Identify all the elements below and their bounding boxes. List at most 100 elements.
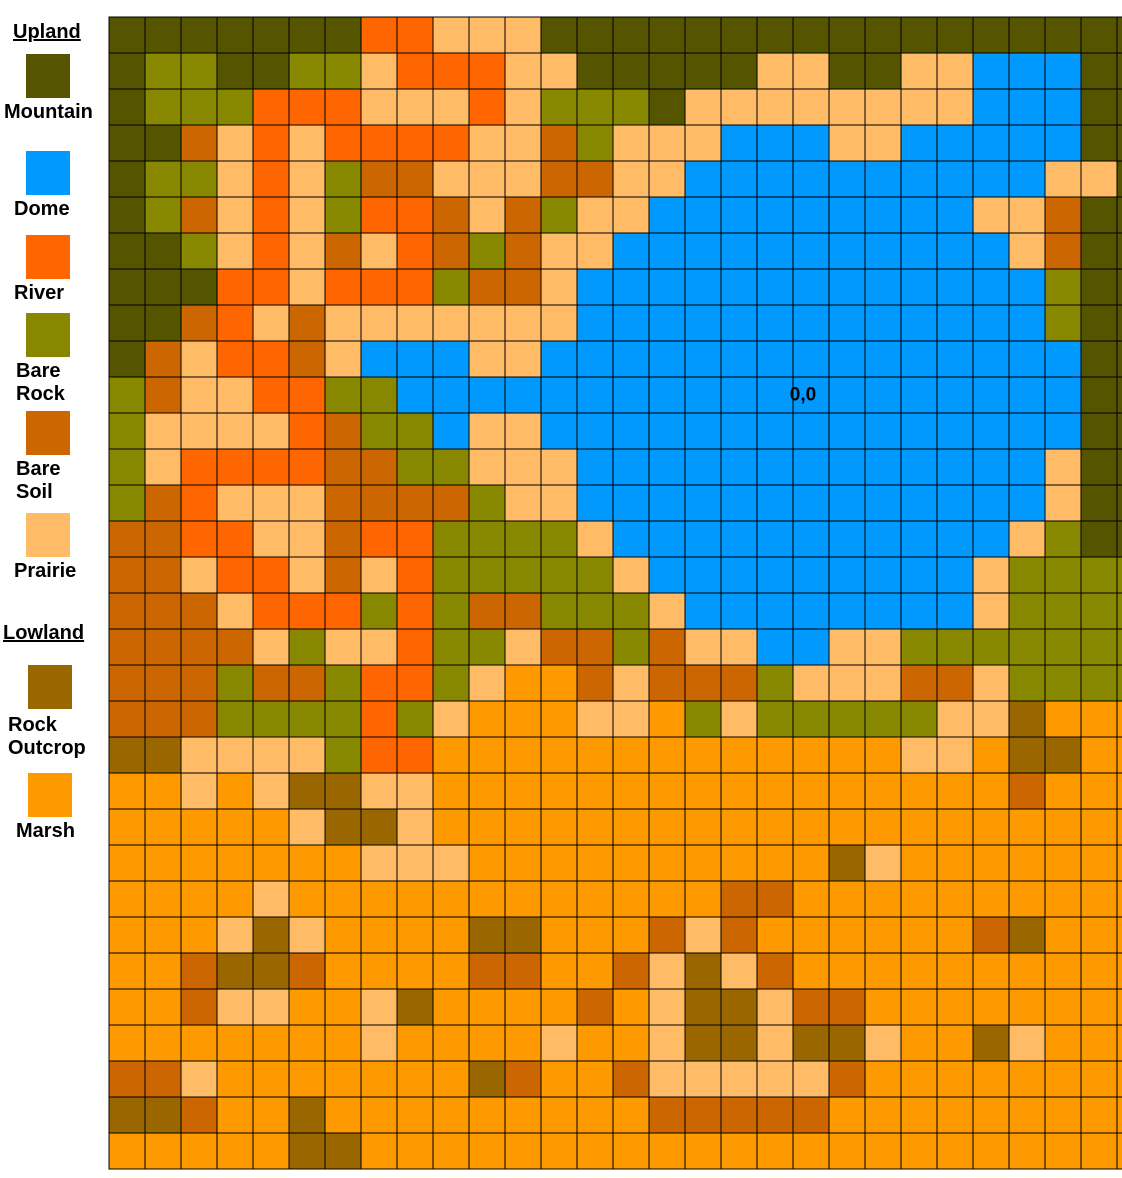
grid-cell-marsh xyxy=(612,1096,650,1134)
grid-cell-dome xyxy=(900,304,938,342)
grid-cell-mountain xyxy=(1116,232,1122,270)
grid-cell-dome xyxy=(972,340,1010,378)
grid-cell-bare-rock xyxy=(180,232,218,270)
grid-cell-marsh xyxy=(900,988,938,1026)
grid-cell-bare-rock xyxy=(1044,520,1082,558)
grid-cell-dome xyxy=(828,376,866,414)
grid-cell-river xyxy=(396,124,434,162)
grid-cell-dome xyxy=(612,232,650,270)
grid-cell-dome xyxy=(648,196,686,234)
grid-cell-prairie xyxy=(288,232,326,270)
grid-cell-dome xyxy=(936,268,974,306)
grid-cell-dome xyxy=(864,484,902,522)
grid-cell-river xyxy=(252,592,290,630)
grid-cell-dome xyxy=(792,196,830,234)
grid-cell-river xyxy=(180,520,218,558)
grid-cell-marsh xyxy=(720,844,758,882)
grid-cell-dome xyxy=(936,124,974,162)
grid-cell-marsh xyxy=(1080,1060,1118,1098)
grid-cell-marsh xyxy=(864,952,902,990)
grid-cell-bare-soil xyxy=(504,268,542,306)
grid-cell-bare-soil xyxy=(540,124,578,162)
grid-cell-mountain xyxy=(1080,304,1118,342)
grid-cell-bare-soil xyxy=(936,664,974,702)
grid-cell-prairie xyxy=(396,772,434,810)
grid-cell-mountain xyxy=(1116,52,1122,90)
grid-cell-bare-rock xyxy=(1116,592,1122,630)
grid-cell-marsh xyxy=(540,1132,578,1170)
grid-cell-rock-outcrop xyxy=(720,988,758,1026)
grid-cell-mountain xyxy=(900,16,938,54)
grid-cell-dome xyxy=(720,232,758,270)
grid-cell-dome xyxy=(432,376,470,414)
grid-cell-dome xyxy=(936,520,974,558)
grid-cell-prairie xyxy=(540,304,578,342)
grid-cell-prairie xyxy=(864,664,902,702)
grid-cell-dome xyxy=(612,340,650,378)
grid-cell-marsh xyxy=(684,844,722,882)
grid-cell-mountain xyxy=(1080,484,1118,522)
grid-cell-river xyxy=(252,88,290,126)
grid-cell-river xyxy=(360,700,398,738)
grid-cell-prairie xyxy=(360,88,398,126)
grid-cell-bare-rock xyxy=(540,196,578,234)
grid-cell-bare-rock xyxy=(360,592,398,630)
grid-cell-dome xyxy=(936,376,974,414)
grid-cell-prairie xyxy=(648,160,686,198)
grid-cell-marsh xyxy=(648,880,686,918)
grid-cell-bare-soil xyxy=(180,700,218,738)
grid-cell-prairie xyxy=(648,1024,686,1062)
grid-cell-rock-outcrop xyxy=(144,736,182,774)
grid-cell-prairie xyxy=(936,700,974,738)
grid-cell-dome xyxy=(900,592,938,630)
grid-cell-bare-rock xyxy=(180,88,218,126)
legend-label-marsh: Marsh xyxy=(16,820,75,842)
grid-cell-bare-soil xyxy=(180,628,218,666)
grid-cell-bare-rock xyxy=(432,628,470,666)
grid-cell-dome xyxy=(1044,376,1082,414)
grid-cell-marsh xyxy=(144,916,182,954)
grid-cell-bare-rock xyxy=(432,592,470,630)
grid-cell-marsh xyxy=(576,880,614,918)
grid-cell-dome xyxy=(756,268,794,306)
grid-cell-dome xyxy=(432,412,470,450)
grid-cell-prairie xyxy=(468,124,506,162)
grid-cell-bare-rock xyxy=(108,484,146,522)
grid-cell-dome xyxy=(864,340,902,378)
grid-cell-bare-rock xyxy=(144,88,182,126)
grid-cell-dome xyxy=(828,196,866,234)
grid-cell-dome xyxy=(900,520,938,558)
grid-cell-dome xyxy=(720,304,758,342)
grid-cell-marsh xyxy=(180,916,218,954)
grid-cell-dome xyxy=(972,376,1010,414)
grid-cell-prairie xyxy=(252,628,290,666)
grid-cell-marsh xyxy=(288,880,326,918)
grid-cell-dome xyxy=(1008,124,1046,162)
legend-label-prairie: Prairie xyxy=(14,560,77,582)
grid-cell-rock-outcrop xyxy=(288,772,326,810)
grid-cell-bare-rock xyxy=(432,556,470,594)
grid-cell-dome xyxy=(1008,340,1046,378)
grid-cell-marsh xyxy=(108,916,146,954)
grid-cell-prairie xyxy=(684,916,722,954)
grid-cell-dome xyxy=(648,448,686,486)
grid-cell-river xyxy=(288,412,326,450)
grid-cell-prairie xyxy=(648,124,686,162)
grid-cell-marsh xyxy=(144,844,182,882)
grid-cell-dome xyxy=(720,268,758,306)
grid-cell-marsh xyxy=(180,1024,218,1062)
grid-cell-bare-soil xyxy=(684,1096,722,1134)
grid-cell-rock-outcrop xyxy=(684,952,722,990)
grid-cell-bare-soil xyxy=(180,592,218,630)
grid-cell-marsh xyxy=(108,1024,146,1062)
grid-cell-bare-rock xyxy=(324,700,362,738)
grid-cell-marsh xyxy=(1044,916,1082,954)
grid-cell-prairie xyxy=(432,304,470,342)
grid-cell-mountain xyxy=(108,304,146,342)
grid-cell-river xyxy=(396,592,434,630)
grid-cell-bare-rock xyxy=(972,628,1010,666)
grid-cell-marsh xyxy=(936,988,974,1026)
grid-cell-prairie xyxy=(288,808,326,846)
grid-cell-marsh xyxy=(864,916,902,954)
grid-cell-marsh xyxy=(504,844,542,882)
